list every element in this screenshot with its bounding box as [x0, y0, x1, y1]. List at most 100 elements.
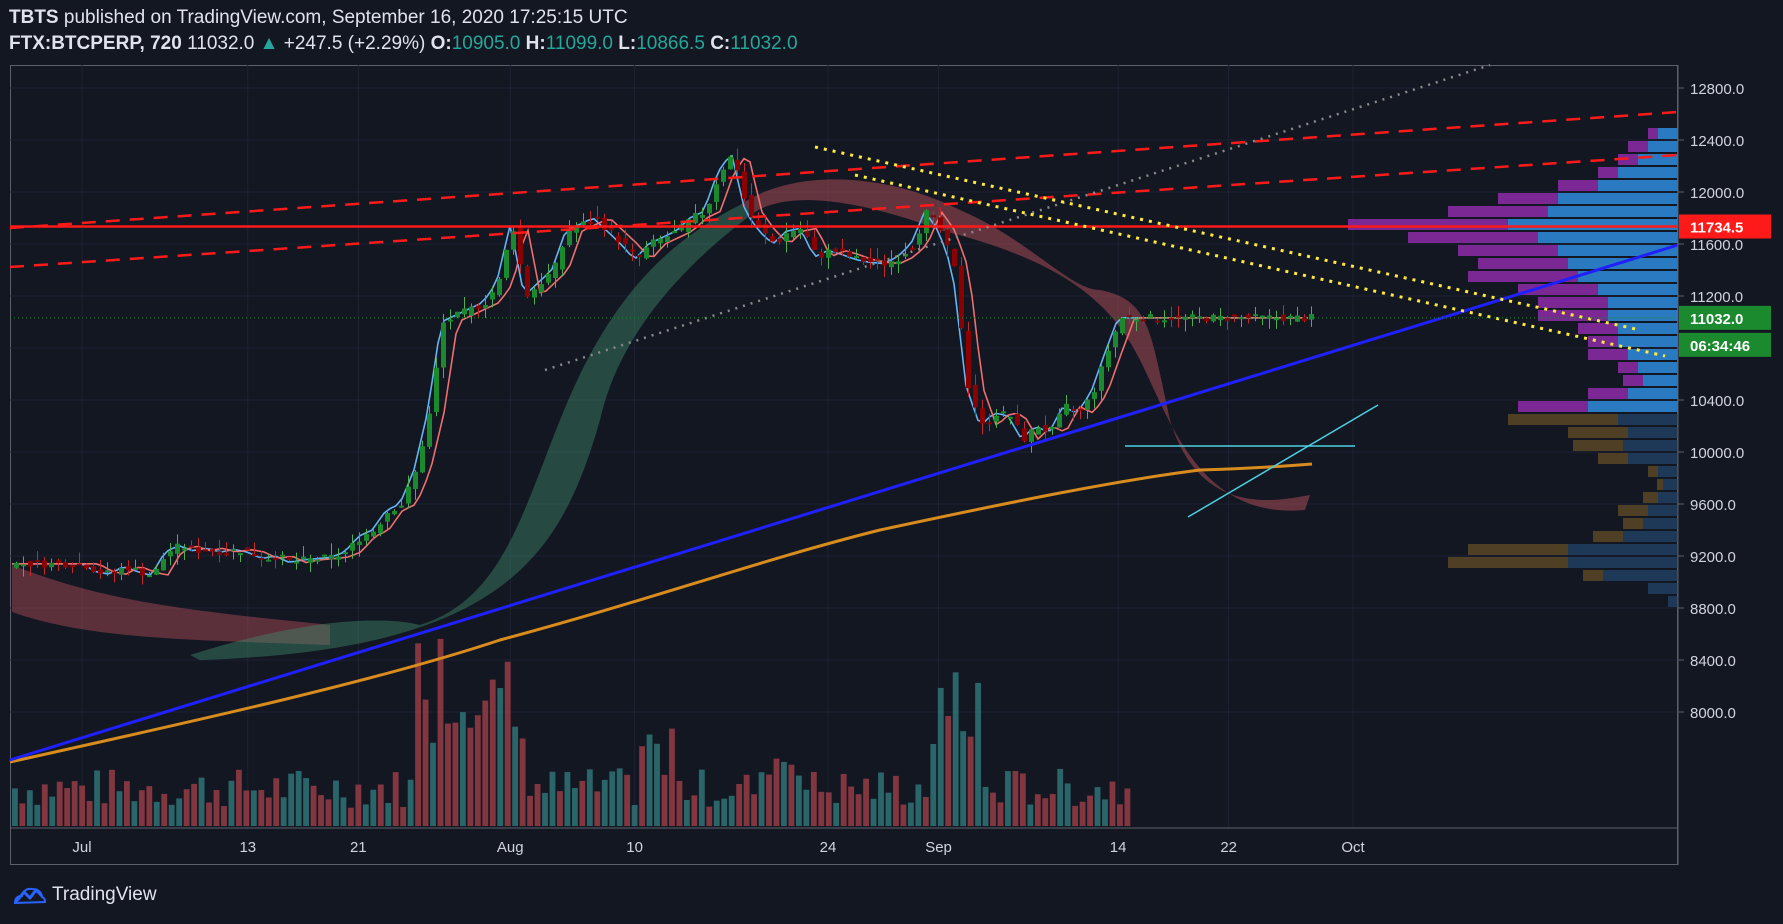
- volume-bar: [1012, 771, 1019, 826]
- ma-200-line: [9, 462, 1313, 764]
- candle-body: [1008, 416, 1013, 419]
- y-tick-label: 8000.0: [1690, 705, 1736, 722]
- candle-body: [476, 305, 481, 309]
- volume-bar: [878, 772, 884, 826]
- volume-profile: [1348, 128, 1678, 607]
- volume-bar: [347, 807, 354, 826]
- volume-bar: [1109, 781, 1116, 826]
- profile-bar-up: [1648, 505, 1678, 516]
- candle-body: [854, 256, 859, 259]
- profile-bar-up: [1598, 180, 1678, 191]
- volume-bar: [579, 780, 586, 826]
- candle-body: [469, 306, 474, 316]
- candle-body: [245, 547, 250, 551]
- volume-bar: [549, 771, 556, 826]
- candle-body: [357, 541, 362, 546]
- candle-body: [791, 230, 796, 238]
- candle-body: [868, 257, 873, 263]
- profile-bar-up: [1588, 401, 1678, 412]
- volume-bar: [79, 785, 86, 826]
- volume-bar: [138, 790, 145, 826]
- yellow-dotted-line-1: [814, 145, 1641, 332]
- volume-bar: [512, 726, 519, 826]
- candle-body: [707, 203, 712, 214]
- tradingview-logo[interactable]: TradingView: [12, 884, 157, 906]
- volume-bar: [975, 682, 981, 826]
- volume-bar: [676, 780, 683, 826]
- profile-bar-up: [1623, 531, 1678, 542]
- volume-bar: [721, 798, 728, 826]
- ribbon-red-early: [12, 565, 330, 645]
- candle-body: [721, 169, 726, 182]
- profile-bar-up: [1658, 128, 1678, 139]
- x-tick-label: Jul: [72, 839, 91, 856]
- ribbon-red-late: [740, 179, 1310, 511]
- volume-bar: [1094, 787, 1101, 826]
- volume-bar: [49, 796, 56, 826]
- candle-body: [595, 216, 600, 219]
- candle-body: [756, 220, 761, 226]
- volume-bar: [1117, 804, 1123, 826]
- candle-body: [287, 556, 292, 560]
- volume-bar: [1102, 799, 1108, 826]
- candle-body: [833, 248, 838, 253]
- y-tick-label: 10400.0: [1690, 393, 1744, 410]
- volume-bar: [452, 722, 459, 826]
- price-label-text: 06:34:46: [1690, 338, 1750, 355]
- volume-bar: [795, 775, 802, 826]
- volume-bar: [1072, 805, 1079, 826]
- profile-bar-up: [1623, 440, 1678, 451]
- candle-body: [294, 561, 299, 564]
- profile-bar-up: [1658, 492, 1678, 503]
- profile-bar-up: [1628, 427, 1678, 438]
- candle-body: [917, 233, 922, 245]
- profile-bar-down: [1583, 570, 1603, 581]
- candle-body: [1218, 315, 1223, 321]
- volume-bar: [990, 792, 996, 826]
- candle-body: [273, 557, 278, 561]
- candle-body: [511, 231, 516, 250]
- volume-bar: [26, 790, 33, 826]
- volume-bar: [683, 799, 690, 826]
- candle-body: [749, 194, 754, 218]
- volume-bar: [870, 798, 877, 826]
- candle-body: [1225, 317, 1230, 321]
- publisher-name[interactable]: TBTS: [9, 7, 59, 28]
- volume-bar: [489, 679, 496, 826]
- price-label-text: 11032.0: [1690, 311, 1743, 328]
- candle-body: [588, 221, 593, 224]
- candle-body: [231, 549, 236, 552]
- volume-bar: [86, 800, 93, 826]
- profile-bar-up: [1643, 518, 1678, 529]
- volume-bars: [12, 638, 1131, 826]
- volume-bar: [422, 699, 429, 826]
- candle-body: [896, 261, 901, 265]
- symbol-label[interactable]: FTX:BTCPERP, 720: [9, 33, 182, 54]
- candle-body: [637, 255, 642, 258]
- candle-body: [504, 249, 509, 278]
- logo-text: TradingView: [52, 884, 157, 905]
- candle-body: [945, 229, 950, 246]
- candle-body: [1211, 314, 1216, 322]
- profile-bar-up: [1628, 388, 1678, 399]
- candle-body: [140, 568, 145, 576]
- candle-body: [238, 553, 243, 556]
- volume-bar: [631, 804, 638, 826]
- volume-bar: [1019, 773, 1026, 826]
- candle-body: [700, 214, 705, 218]
- volume-bar: [736, 784, 743, 826]
- volume-bar: [982, 786, 989, 826]
- open-value: 10905.0: [451, 33, 521, 54]
- candle-body: [343, 552, 348, 555]
- volume-bar: [213, 789, 220, 826]
- volume-bar: [123, 781, 130, 826]
- candle-body: [91, 566, 96, 572]
- volume-bar: [669, 728, 675, 826]
- volume-bar: [1087, 795, 1093, 826]
- candle-body: [1022, 428, 1027, 442]
- profile-bar-up: [1618, 414, 1678, 425]
- volume-bar: [997, 802, 1004, 826]
- candle-body: [1169, 317, 1174, 321]
- volume-bar: [586, 769, 593, 826]
